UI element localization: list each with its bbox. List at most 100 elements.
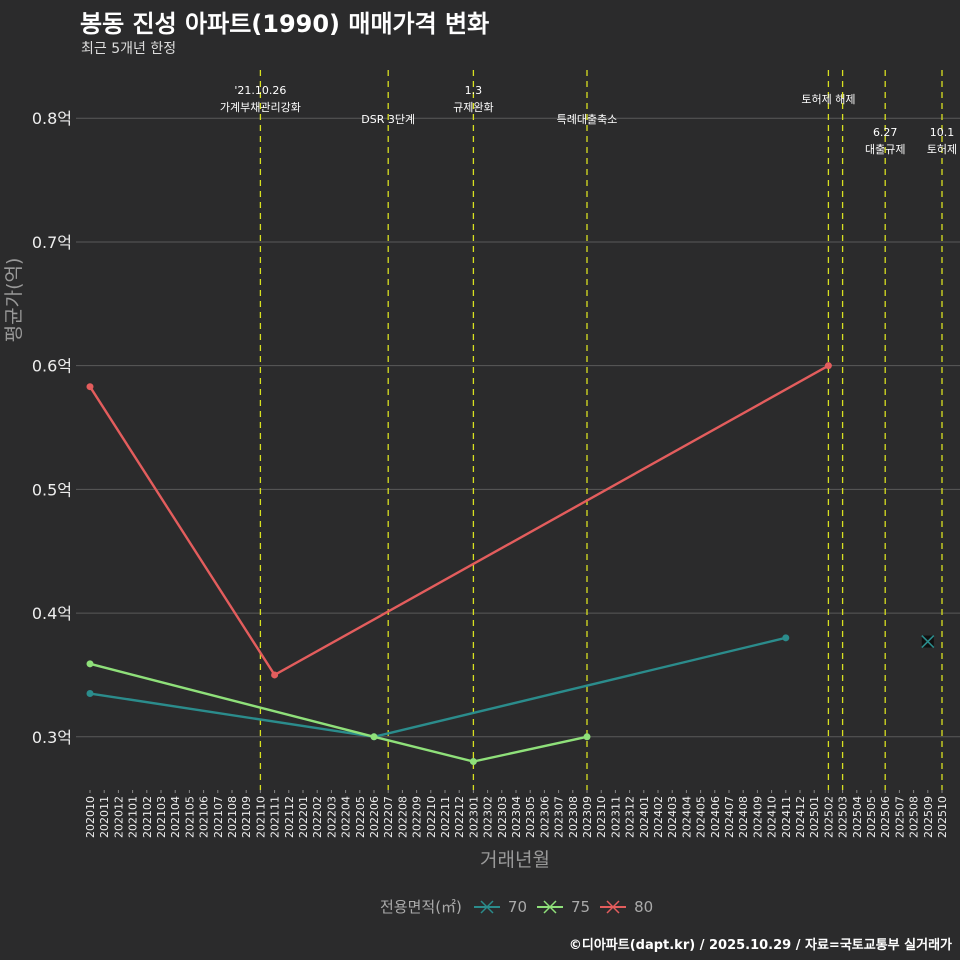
x-tick-label: 202403 bbox=[666, 796, 679, 838]
series-80 bbox=[86, 362, 832, 679]
data-point bbox=[824, 362, 832, 370]
x-tick-label: 202502 bbox=[822, 796, 835, 838]
x-tick-label: 202507 bbox=[893, 796, 906, 838]
x-tick-label: 202011 bbox=[98, 796, 111, 838]
x-tick-label: 202210 bbox=[425, 796, 438, 838]
x-tick-label: 202112 bbox=[283, 796, 296, 838]
x-tick-label: 202201 bbox=[297, 796, 310, 838]
series-70 bbox=[86, 634, 935, 741]
data-point bbox=[583, 733, 591, 741]
event-label: 규제완화 bbox=[453, 101, 493, 114]
y-tick-label: 0.6억 bbox=[32, 357, 72, 376]
x-tick-label: 202106 bbox=[198, 796, 211, 838]
x-tick-label: 202108 bbox=[226, 796, 239, 838]
y-tick-label: 0.7억 bbox=[32, 233, 72, 252]
x-tick-label: 202501 bbox=[808, 796, 821, 838]
x-tick-label: 202205 bbox=[354, 796, 367, 838]
x-tick-label: 202503 bbox=[837, 796, 850, 838]
x-tick-label: 202308 bbox=[567, 796, 580, 838]
x-tick-label: 202209 bbox=[411, 796, 424, 838]
x-tick-label: 202405 bbox=[695, 796, 708, 838]
x-tick-label: 202105 bbox=[183, 796, 196, 838]
x-tick-label: 202110 bbox=[254, 796, 267, 838]
x-tick-label: 202208 bbox=[396, 796, 409, 838]
x-tick-label: 202202 bbox=[311, 796, 324, 838]
series-line bbox=[89, 636, 787, 739]
x-tick-label: 202305 bbox=[524, 796, 537, 838]
x-tick-label: 202504 bbox=[851, 796, 864, 838]
legend-label: 70 bbox=[507, 897, 527, 916]
event-label: 1.3 bbox=[465, 84, 483, 97]
x-tick-label: 202310 bbox=[595, 796, 608, 838]
legend: 전용면적(㎡) 70 75 80 bbox=[380, 896, 653, 917]
x-tick-label: 202508 bbox=[908, 796, 921, 838]
chart-title: 봉동 진성 아파트(1990) 매매가격 변화 bbox=[80, 10, 490, 38]
event-label: 6.27 bbox=[873, 126, 898, 139]
x-tick-label: 202206 bbox=[368, 796, 381, 838]
series-line bbox=[89, 662, 588, 763]
x-tick-label: 202406 bbox=[709, 796, 722, 838]
x-tick-label: 202509 bbox=[922, 796, 935, 838]
x-tick-label: 202409 bbox=[751, 796, 764, 838]
x-tick-label: 202309 bbox=[581, 796, 594, 838]
y-axis-title: 평균가(억) bbox=[3, 258, 25, 343]
x-axis-title: 거래년월 bbox=[480, 849, 550, 871]
series-75 bbox=[86, 660, 591, 766]
x-tick-label: 202410 bbox=[766, 796, 779, 838]
footer-credit: ©디아파트(dapt.kr) / 2025.10.29 / 자료=국토교통부 실… bbox=[568, 938, 952, 953]
x-tick-label: 202107 bbox=[212, 796, 225, 838]
x-tick-label: 202212 bbox=[453, 796, 466, 838]
data-point bbox=[86, 690, 94, 698]
event-label: 토허제 해제 bbox=[801, 92, 855, 106]
event-label: 토허제 bbox=[927, 143, 957, 156]
x-tick-label: 202104 bbox=[169, 796, 182, 838]
series-line bbox=[88, 364, 829, 677]
x-tick-label: 202307 bbox=[553, 796, 566, 838]
legend-swatch-icon bbox=[600, 899, 627, 914]
event-label: DSR 3단계 bbox=[361, 113, 415, 126]
legend-item-70: 70 bbox=[473, 897, 527, 916]
x-tick-label: 202301 bbox=[467, 796, 480, 838]
legend-item-80: 80 bbox=[600, 898, 653, 916]
x-tick-label: 202204 bbox=[340, 796, 353, 838]
x-tick-label: 202506 bbox=[879, 796, 892, 838]
data-point bbox=[86, 383, 94, 391]
x-tick-label: 202109 bbox=[240, 796, 253, 838]
x-tick-label: 202412 bbox=[794, 796, 807, 838]
x-tick-label: 202401 bbox=[638, 796, 651, 838]
event-label: 특례대출축소 bbox=[557, 113, 618, 126]
x-tick-label: 202303 bbox=[496, 796, 509, 838]
x-tick-label: 202510 bbox=[936, 796, 949, 838]
y-tick-label: 0.5억 bbox=[32, 480, 72, 499]
data-point bbox=[271, 671, 279, 679]
data-point bbox=[469, 758, 477, 766]
x-tick-label: 202411 bbox=[780, 796, 793, 838]
legend-label: 80 bbox=[634, 897, 654, 916]
x-tick-label: 202302 bbox=[482, 796, 495, 838]
event-label: 가계부채관리강화 bbox=[220, 101, 301, 114]
event-label: 10.1 bbox=[930, 126, 955, 139]
x-tick-label: 202102 bbox=[141, 796, 154, 838]
legend-swatch-icon bbox=[537, 899, 563, 914]
legend-item-75: 75 bbox=[537, 898, 590, 916]
legend-title: 전용면적(㎡) bbox=[380, 898, 462, 916]
x-tick-label: 202012 bbox=[112, 796, 125, 838]
legend-swatch-icon bbox=[473, 899, 500, 914]
x-tick-label: 202306 bbox=[538, 796, 551, 838]
data-point bbox=[86, 660, 94, 668]
y-tick-label: 0.3억 bbox=[32, 728, 72, 747]
x-tick-label: 202101 bbox=[127, 796, 140, 838]
x-tick-label: 202203 bbox=[325, 796, 338, 838]
x-tick-label: 202207 bbox=[382, 796, 395, 838]
x-tick-label: 202304 bbox=[510, 796, 523, 838]
y-tick-label: 0.8억 bbox=[32, 109, 72, 128]
legend-label: 75 bbox=[571, 897, 591, 916]
data-point bbox=[370, 733, 378, 741]
x-tick-label: 202404 bbox=[680, 796, 693, 838]
x-tick-label: 202407 bbox=[723, 796, 736, 838]
event-label: 대출규제 bbox=[865, 143, 905, 156]
data-point-cross-icon bbox=[921, 634, 935, 649]
x-tick-label: 202311 bbox=[609, 796, 622, 838]
x-tick-label: 202505 bbox=[865, 796, 878, 838]
